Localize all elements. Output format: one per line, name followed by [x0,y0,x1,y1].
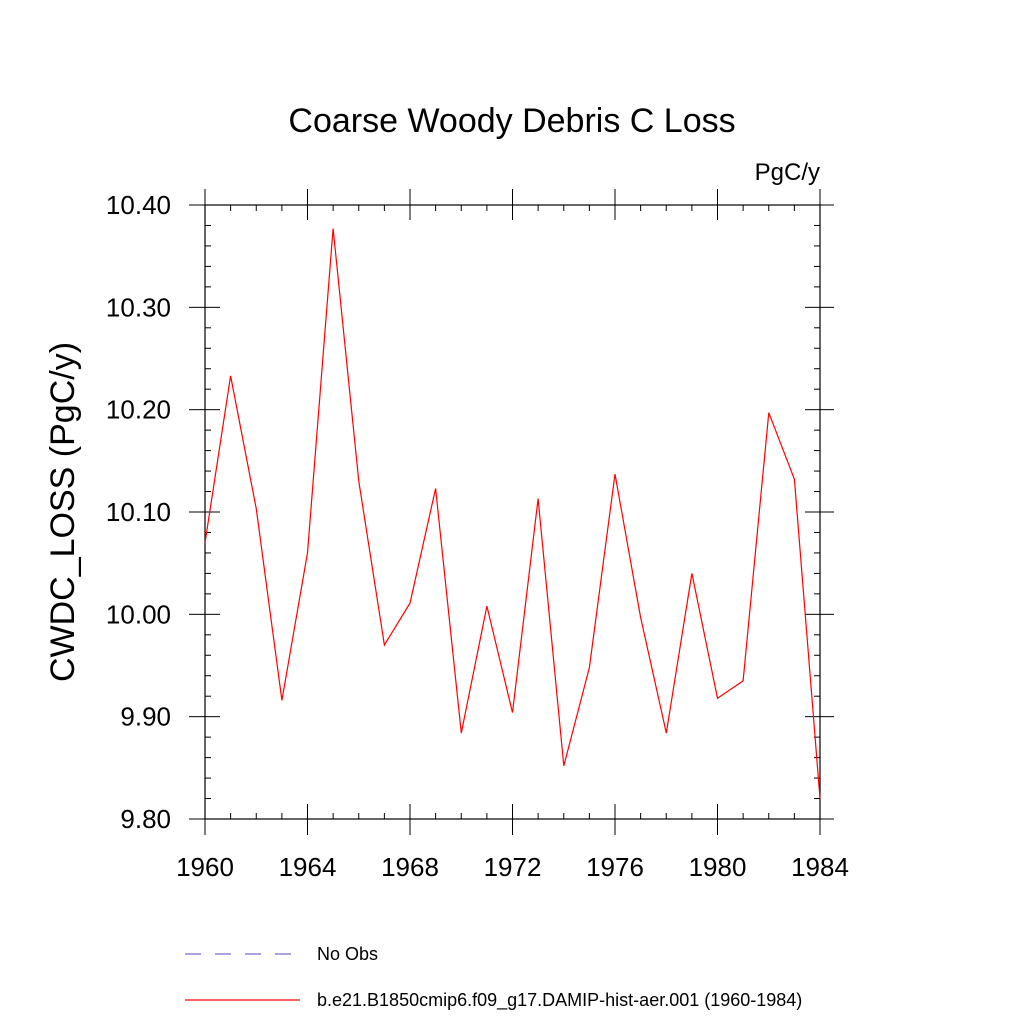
legend: No Obs b.e21.B1850cmip6.f09_g17.DAMIP-hi… [185,944,802,1011]
series-layer [204,228,821,799]
y-tick-label: 10.10 [106,497,171,527]
y-tick-label: 9.80 [120,804,171,834]
legend-label-model-run: b.e21.B1850cmip6.f09_g17.DAMIP-hist-aer.… [317,990,802,1011]
x-tick-label: 1972 [484,852,542,882]
axis-ticks [189,189,834,835]
x-tick-label: 1976 [586,852,644,882]
x-tick-label: 1968 [381,852,439,882]
units-label: PgC/y [755,159,820,186]
x-tick-labels: 1960 1964 1968 1972 1976 1980 1984 [176,852,849,882]
y-axis-label: CWDC_LOSS (PgC/y) [44,342,82,682]
y-tick-labels: 9.80 9.90 10.00 10.10 10.20 10.30 10.40 [106,190,171,834]
x-tick-label: 1964 [279,852,337,882]
x-tick-label: 1980 [689,852,747,882]
y-tick-label: 10.40 [106,190,171,220]
chart-title: Coarse Woody Debris C Loss [288,102,735,140]
x-tick-label: 1960 [176,852,234,882]
y-tick-label: 10.00 [106,599,171,629]
y-tick-label: 9.90 [120,702,171,732]
plot-frame [204,204,821,820]
y-tick-label: 10.20 [106,395,171,425]
legend-label-no-obs: No Obs [317,944,378,964]
x-tick-label: 1984 [791,852,849,882]
series-line [204,228,821,799]
y-tick-label: 10.30 [106,292,171,322]
